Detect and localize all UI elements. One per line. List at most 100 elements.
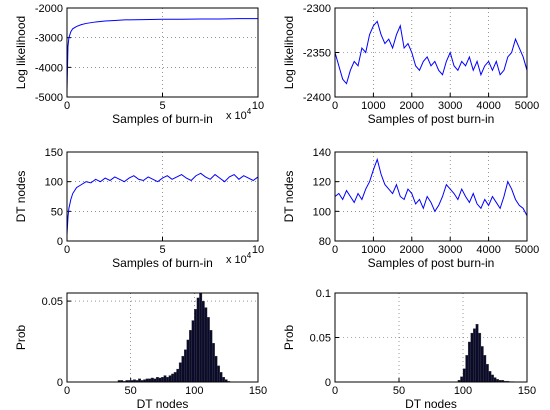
histogram-bar: [460, 376, 464, 383]
x-axis-label: DT nodes: [405, 397, 457, 410]
x-tick-label: 150: [249, 385, 267, 397]
histogram-bar: [191, 320, 195, 383]
y-axis-label: Prob: [14, 325, 28, 351]
histogram-bar: [462, 368, 466, 383]
histogram-bar: [204, 307, 208, 383]
histogram-bar: [212, 343, 215, 383]
x-tick-label: 100: [454, 385, 472, 397]
histogram-bar: [475, 323, 479, 383]
y-tick-label: 50: [51, 206, 63, 218]
histogram-bar: [194, 309, 198, 383]
y-tick-label: 100: [45, 177, 63, 189]
histogram-bar: [201, 300, 205, 383]
y-tick-label: 0.1: [316, 288, 331, 300]
x-axis-label: DT nodes: [137, 397, 189, 410]
histogram-bar: [465, 355, 469, 383]
x-tick-label: 0: [332, 385, 338, 397]
x-axis-label: Samples of post burn-in: [368, 256, 495, 270]
histogram-bar: [168, 375, 172, 383]
line: [334, 20, 528, 85]
x-tick-label: 4000: [476, 100, 500, 112]
x-axis-label: Samples of post burn-in: [368, 112, 495, 126]
axes-background: [67, 293, 258, 382]
y-tick-label: 80: [319, 236, 331, 248]
y-tick-label: -2350: [303, 48, 331, 60]
line: [66, 172, 259, 236]
x-multiplier-exponent: 4: [247, 107, 252, 116]
x-tick-label: 50: [393, 385, 405, 397]
histogram-bar: [480, 346, 484, 383]
histogram-bar: [217, 365, 220, 383]
histogram-bar: [163, 375, 167, 383]
x-tick-label: 0: [64, 100, 70, 112]
histogram-bar: [150, 377, 154, 383]
x-axis-label: Samples of burn-in: [112, 112, 213, 126]
y-tick-label: -2400: [303, 92, 331, 104]
histogram-bar: [206, 317, 210, 383]
axes-background: [335, 152, 527, 241]
histogram-bar: [171, 373, 175, 383]
x-tick-label: 100: [185, 385, 203, 397]
x-tick-label: 5000: [515, 100, 539, 112]
histogram-bar: [491, 374, 494, 383]
x-multiplier-base: x 10: [226, 110, 247, 122]
x-tick-label: 2000: [400, 244, 424, 256]
y-tick-label: 0.05: [42, 296, 63, 308]
histogram-bar: [483, 355, 487, 383]
x-multiplier: x 104: [226, 107, 252, 122]
y-tick-label: 0: [57, 236, 63, 248]
histogram-bar: [467, 341, 471, 383]
x-tick-label: 1000: [361, 244, 385, 256]
histogram-bar: [166, 376, 170, 383]
x-tick-label: 150: [518, 385, 536, 397]
x-tick-label: 10: [252, 100, 264, 112]
histogram-bar: [189, 330, 192, 383]
histogram-bar: [196, 297, 200, 383]
x-tick-label: 4000: [476, 244, 500, 256]
axes-frame: [334, 7, 528, 98]
histogram-bar: [178, 362, 182, 383]
y-axis-label: Log likelihood: [14, 16, 28, 89]
y-tick-label: 140: [313, 147, 331, 159]
axes-frame: [334, 151, 528, 242]
y-tick-label: 0: [57, 377, 63, 389]
y-tick-label: -5000: [35, 92, 63, 104]
line: [334, 157, 528, 217]
y-axis-label: DT nodes: [282, 171, 296, 223]
histogram-bar: [493, 377, 497, 383]
x-tick-label: 5000: [515, 244, 539, 256]
x-tick-label: 10: [252, 244, 264, 256]
histogram-bar: [173, 372, 177, 383]
histogram-bar: [176, 368, 180, 383]
y-axis-label: Prob: [282, 325, 296, 351]
x-tick-label: 5: [159, 244, 165, 256]
x-multiplier-exponent: 4: [247, 251, 252, 260]
x-tick-label: 1000: [361, 100, 385, 112]
x-tick-label: 0: [332, 100, 338, 112]
axes-frame: [66, 292, 259, 383]
y-tick-label: 0.05: [310, 333, 331, 345]
histogram-bar: [473, 328, 476, 383]
y-axis-label: DT nodes: [14, 171, 28, 223]
histogram-bar: [222, 376, 226, 383]
histogram-bar: [209, 330, 213, 383]
histogram-bar: [186, 339, 190, 383]
histogram-bar: [219, 372, 223, 383]
histogram-bar: [214, 355, 218, 383]
x-tick-label: 5: [159, 100, 165, 112]
histogram-bar: [183, 349, 187, 383]
x-axis-label: Samples of burn-in: [112, 256, 213, 270]
x-tick-label: 50: [125, 385, 137, 397]
x-tick-label: 3000: [438, 100, 462, 112]
histogram-bar: [181, 355, 185, 383]
axes-frame: [66, 7, 259, 98]
histogram-bar: [158, 377, 162, 383]
x-tick-label: 3000: [438, 244, 462, 256]
y-tick-label: 0: [325, 377, 331, 389]
axes-frame: [334, 292, 528, 383]
y-tick-label: -2300: [303, 3, 331, 15]
y-tick-label: -2000: [35, 3, 63, 15]
x-multiplier: x 104: [226, 251, 252, 266]
histogram-bar: [485, 364, 489, 383]
